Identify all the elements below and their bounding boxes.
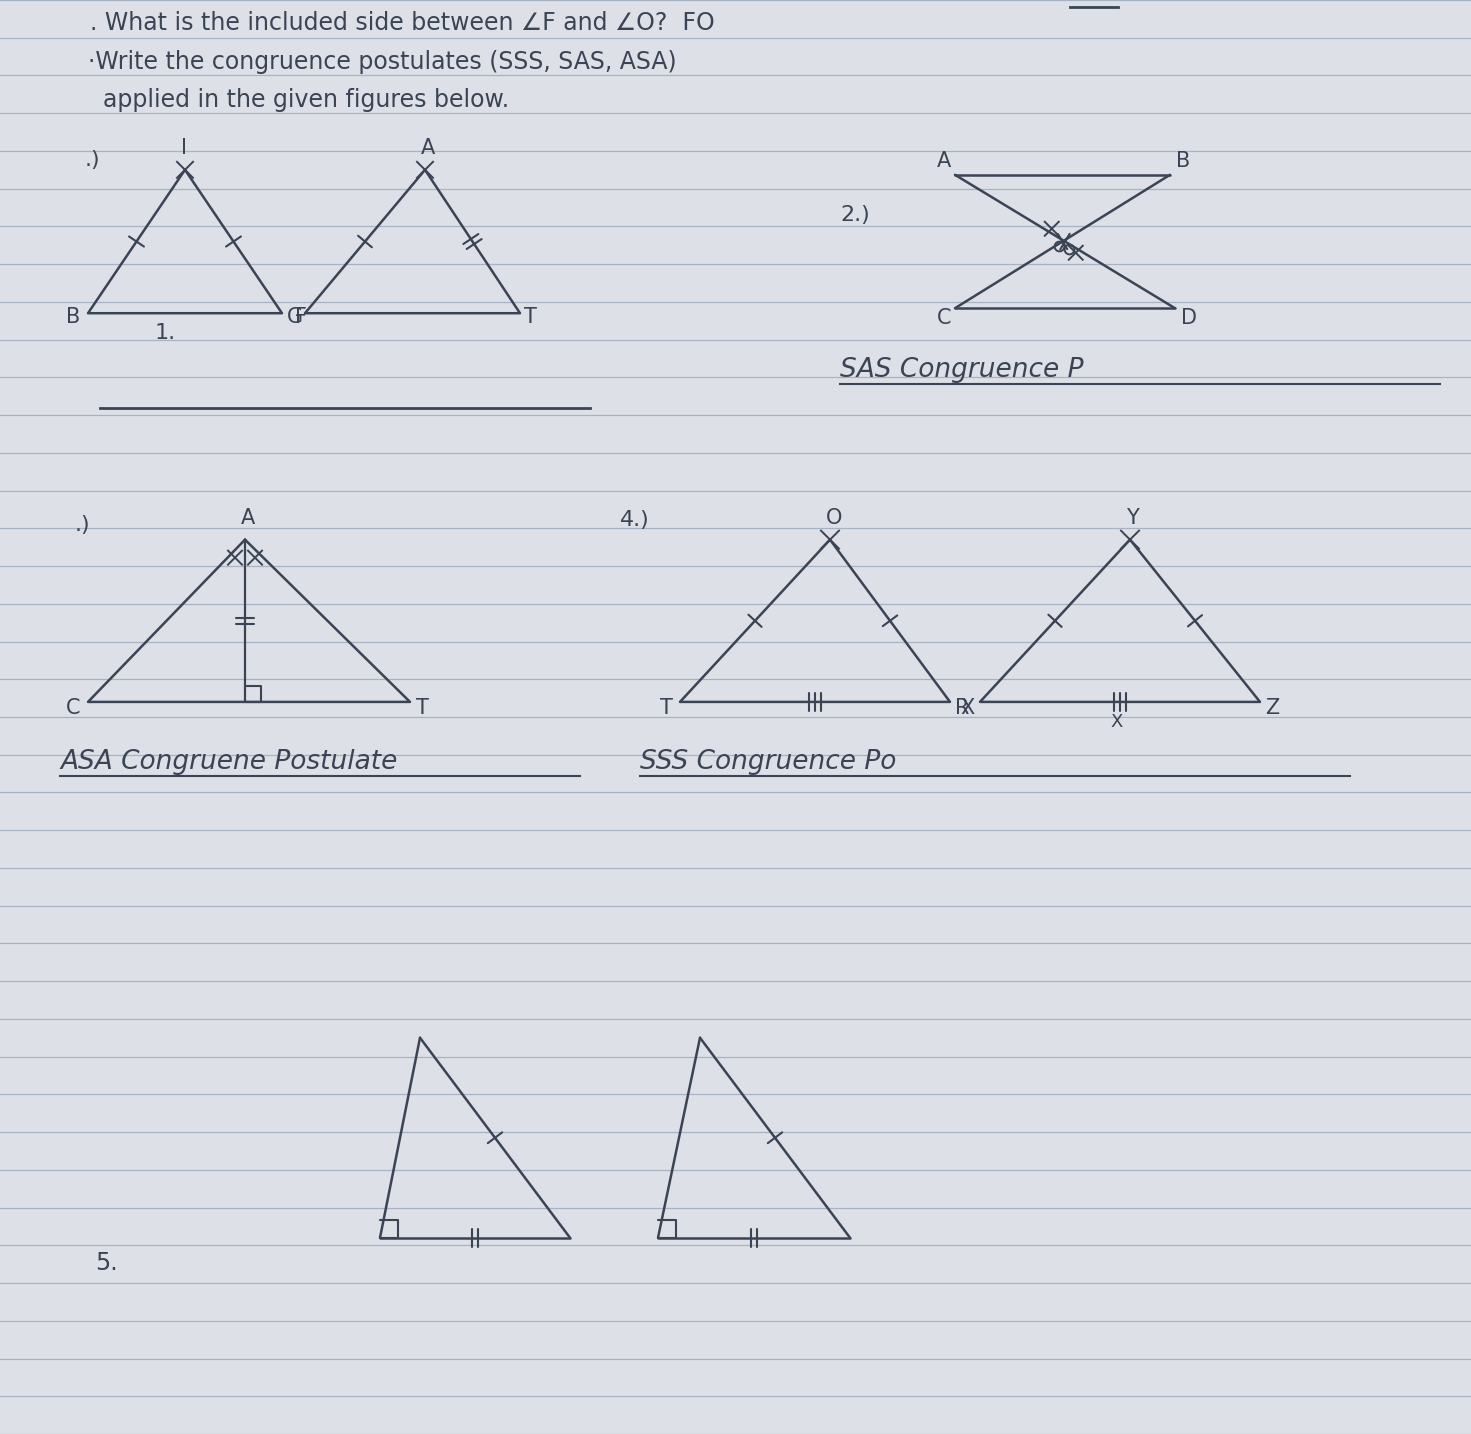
Text: A: A (937, 151, 952, 171)
Text: . What is the included side between ∠F and ∠O?  FO: . What is the included side between ∠F a… (90, 10, 715, 34)
Text: A: A (241, 508, 256, 528)
Text: applied in the given figures below.: applied in the given figures below. (88, 87, 509, 112)
Text: X: X (961, 698, 974, 718)
Text: F: F (296, 307, 307, 327)
Text: X: X (1111, 713, 1122, 731)
Text: Y: Y (1125, 508, 1139, 528)
Text: D: D (1181, 308, 1197, 328)
Text: 5.: 5. (96, 1250, 118, 1275)
Text: ASA Congruene Postulate: ASA Congruene Postulate (60, 750, 397, 776)
Text: ·Write the congruence postulates (SSS, SAS, ASA): ·Write the congruence postulates (SSS, S… (88, 50, 677, 75)
Text: Z: Z (1265, 698, 1280, 718)
Text: B: B (1175, 151, 1190, 171)
Text: T: T (416, 698, 430, 718)
Text: 4.): 4.) (619, 509, 650, 529)
Text: T: T (660, 698, 672, 718)
Text: .): .) (75, 515, 91, 535)
Text: B: B (66, 307, 81, 327)
Text: SAS Congruence P: SAS Congruence P (840, 357, 1084, 383)
Text: C: C (66, 698, 81, 718)
Text: A: A (421, 138, 435, 158)
Text: 2.): 2.) (840, 205, 869, 225)
Text: O: O (827, 508, 843, 528)
Text: SSS Congruence Po: SSS Congruence Po (640, 750, 896, 776)
Text: I: I (181, 138, 187, 158)
Text: G: G (287, 307, 303, 327)
Text: .): .) (85, 149, 100, 169)
Text: C: C (937, 308, 952, 328)
Text: 1.: 1. (154, 323, 177, 343)
Text: R: R (955, 698, 969, 718)
Text: T: T (524, 307, 537, 327)
